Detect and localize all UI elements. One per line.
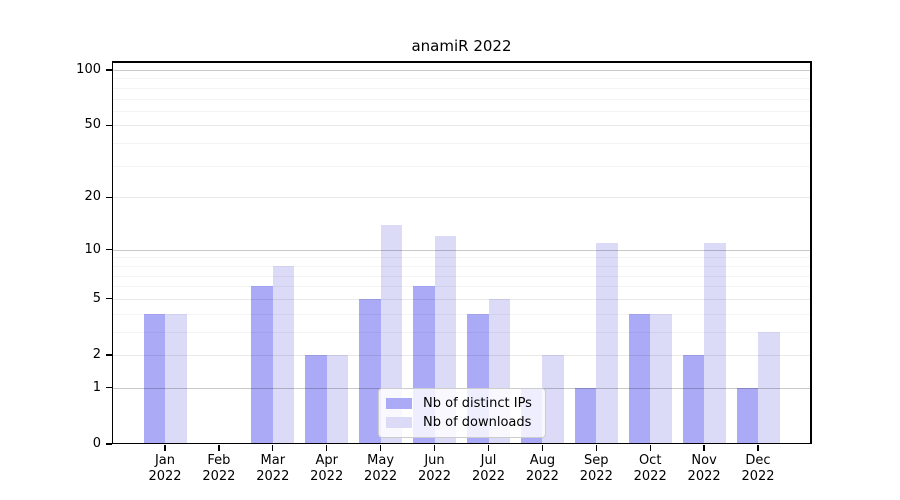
- x-tick-label-may: May 2022: [364, 453, 398, 484]
- x-tick-label-apr: Apr 2022: [310, 453, 344, 484]
- legend-swatch-distinct-ips: [386, 398, 412, 409]
- gridline-y-50: [113, 125, 810, 127]
- y-tick-label-0: 0: [92, 436, 101, 451]
- gridline-y-5: [113, 298, 810, 300]
- x-tick-jun: [433, 444, 436, 451]
- bar-nb-of-downloads-nov: [704, 242, 726, 444]
- legend-item-downloads: Nb of downloads: [386, 414, 537, 431]
- spine-top: [113, 61, 810, 63]
- x-tick-jul: [487, 444, 490, 451]
- bar-nb-of-downloads-aug: [542, 355, 564, 444]
- x-tick-may: [379, 444, 382, 451]
- y-tick-label-20: 20: [84, 189, 101, 205]
- gridline-y-8: [113, 265, 810, 267]
- chart-title: anamiR 2022: [411, 37, 512, 55]
- x-tick-nov: [703, 444, 705, 451]
- gridline-y-9: [113, 257, 810, 259]
- bar-nb-of-distinct-ips-nov: [682, 355, 705, 444]
- x-tick-label-oct: Oct 2022: [633, 453, 667, 484]
- bar-nb-of-distinct-ips-oct: [628, 313, 651, 444]
- x-tick-label-jan: Jan 2022: [148, 453, 182, 484]
- gridline-y-10: [113, 249, 810, 251]
- x-tick-label-jun: Jun 2022: [417, 453, 452, 484]
- y-tick-label-100: 100: [76, 62, 101, 77]
- y-tick-label-10: 10: [84, 241, 101, 257]
- y-tick-20: [106, 196, 112, 198]
- x-tick-sep: [595, 444, 597, 451]
- x-tick-label-mar: Mar 2022: [256, 453, 290, 484]
- spine-right: [810, 61, 812, 444]
- y-tick-label-5: 5: [92, 290, 101, 306]
- gridline-y-90: [113, 78, 810, 80]
- gridline-y-20: [113, 197, 810, 199]
- x-tick-label-feb: Feb 2022: [202, 453, 236, 484]
- x-tick-apr: [326, 444, 328, 451]
- spine-bottom: [111, 442, 812, 444]
- x-tick-label-nov: Nov 2022: [687, 453, 721, 484]
- bar-nb-of-downloads-sep: [596, 242, 618, 444]
- bar-nb-of-distinct-ips-may: [359, 298, 381, 444]
- x-tick-dec: [757, 444, 759, 451]
- bar-nb-of-distinct-ips-jan: [143, 313, 165, 444]
- x-tick-oct: [649, 444, 651, 451]
- legend-label-downloads: Nb of downloads: [423, 415, 532, 430]
- x-tick-label-dec: Dec 2022: [741, 453, 775, 484]
- y-tick-label-1: 1: [92, 379, 101, 395]
- legend-swatch-downloads: [386, 417, 412, 428]
- legend: Nb of distinct IPs Nb of downloads: [378, 388, 546, 438]
- gridline-y-7: [113, 275, 810, 277]
- bar-nb-of-distinct-ips-apr: [305, 355, 327, 444]
- gridline-y-80: [113, 87, 810, 89]
- x-tick-feb: [218, 444, 220, 451]
- gridline-y-6: [113, 286, 810, 288]
- bar-nb-of-downloads-apr: [326, 355, 349, 444]
- bar-nb-of-downloads-dec: [758, 331, 780, 444]
- gridline-y-100: [113, 70, 810, 71]
- bar-nb-of-downloads-oct: [650, 313, 672, 444]
- gridline-y-30: [113, 165, 810, 167]
- spine-left: [111, 61, 113, 444]
- y-tick-10: [106, 249, 112, 251]
- gridline-y-60: [113, 110, 810, 112]
- x-tick-label-aug: Aug 2022: [525, 453, 559, 484]
- bar-nb-of-distinct-ips-mar: [251, 286, 273, 444]
- x-tick-aug: [541, 444, 544, 451]
- legend-label-distinct-ips: Nb of distinct IPs: [423, 396, 532, 411]
- y-tick-100: [106, 69, 112, 71]
- y-tick-0: [106, 443, 112, 445]
- x-tick-label-jul: Jul 2022: [471, 453, 506, 484]
- y-tick-5: [106, 298, 112, 300]
- y-tick-label-50: 50: [84, 117, 101, 133]
- bar-nb-of-downloads-jan: [165, 313, 187, 444]
- bar-nb-of-distinct-ips-sep: [574, 387, 597, 444]
- y-tick-1: [106, 387, 112, 389]
- gridline-y-2: [113, 355, 810, 356]
- bar-nb-of-distinct-ips-dec: [736, 387, 758, 444]
- x-tick-label-sep: Sep 2022: [579, 453, 613, 484]
- x-tick-mar: [272, 444, 274, 451]
- gridline-y-70: [113, 98, 810, 100]
- y-tick-2: [106, 354, 112, 356]
- x-tick-jan: [164, 444, 166, 451]
- plot-area: [111, 61, 812, 444]
- y-tick-label-2: 2: [92, 347, 101, 362]
- gridline-y-40: [113, 143, 810, 145]
- bar-nb-of-downloads-mar: [272, 265, 295, 444]
- gridline-y-3: [113, 331, 810, 333]
- y-tick-50: [106, 124, 112, 127]
- legend-item-distinct-ips: Nb of distinct IPs: [386, 395, 537, 412]
- gridline-y-4: [113, 313, 810, 315]
